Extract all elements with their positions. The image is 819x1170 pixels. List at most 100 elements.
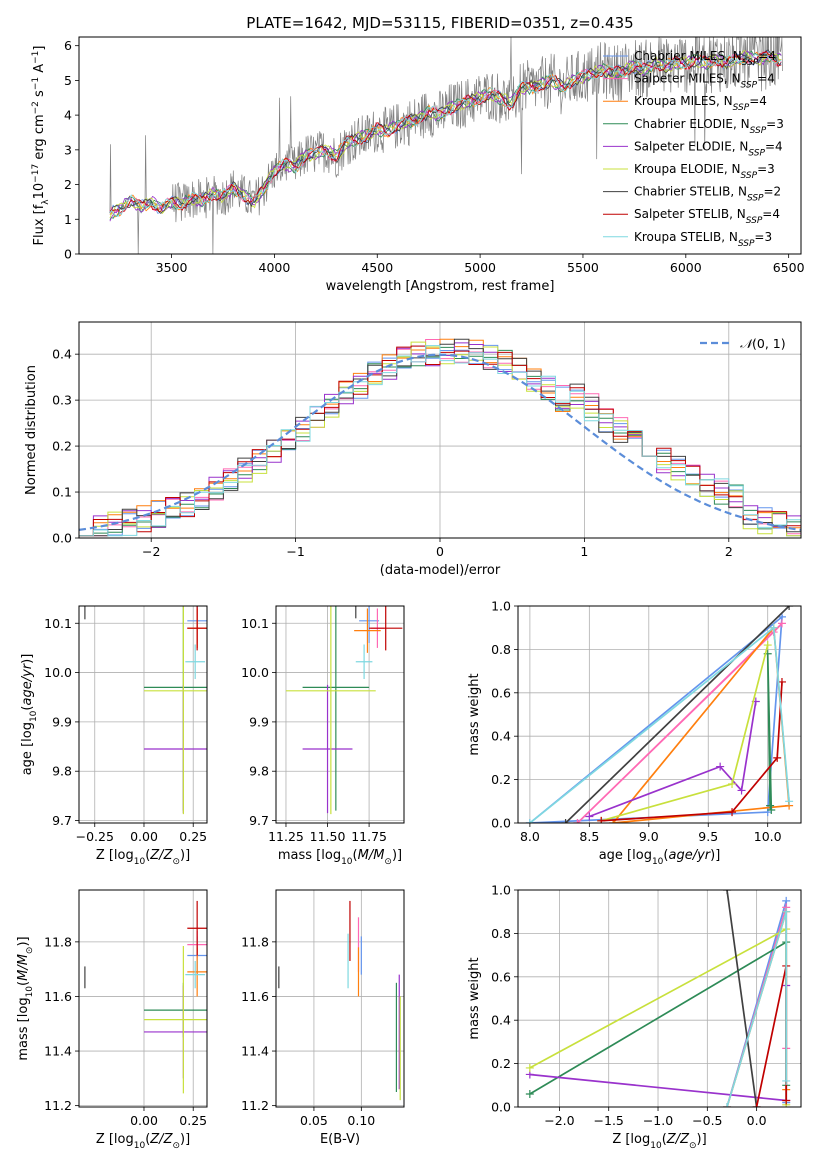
weight-marker — [767, 805, 776, 814]
label-part: Chabrier STELIB, N — [634, 185, 747, 199]
x-tick-label: 0.0 — [747, 1113, 767, 1128]
legend-label: Kroupa STELIB, NSSP=3 — [634, 230, 772, 249]
y-tick-label: 9.8 — [52, 764, 72, 779]
label-part: Salpeter STELIB, N — [634, 207, 746, 221]
label-part: SSP — [741, 171, 758, 181]
plot-area — [525, 890, 791, 1107]
weight-line-salpeter-elodie — [585, 697, 760, 821]
label-part: ( — [20, 706, 35, 711]
x-tick-label: −1 — [286, 544, 304, 559]
label-part: −1 — [31, 77, 41, 90]
label-part: SSP — [741, 81, 758, 91]
label-part: ⊙ — [172, 857, 180, 867]
weight-marker — [525, 1089, 534, 1098]
label-part: SSP — [742, 58, 759, 68]
y-tick-label: 0.8 — [491, 926, 511, 941]
weight-line — [565, 606, 790, 823]
label-part: ( — [145, 1132, 150, 1147]
errorbar-chabrier-stelib — [355, 606, 357, 619]
label-part: ( — [16, 981, 31, 986]
errorbar-kroupa-stelib — [185, 960, 206, 989]
label-part: Chabrier MILES, N — [634, 49, 742, 63]
panel-mass-vs-ebv: 0.05 0.10 11.2 11.4 11.6 11.8 E(B-V) — [241, 889, 405, 1147]
errorbar-kroupa-elodie — [285, 606, 376, 815]
y-tick-label: 11.8 — [44, 934, 72, 949]
weight-line — [726, 890, 758, 1107]
label-part: λ — [41, 199, 51, 205]
legend-label: Chabrier MILES, NSSP=4 — [634, 49, 776, 68]
label-part: 10 — [25, 986, 35, 998]
x-axis-label: age [log10(age/yr)] — [599, 848, 721, 867]
axes-frame: −2.0 −1.5 −1.0 −0.5 0.0 0.0 0.2 0.4 0.6 0.8 1.0 Z [… — [467, 883, 802, 1151]
legend-label: Salpeter STELIB, NSSP=4 — [634, 207, 780, 226]
weight-marker — [716, 762, 725, 771]
y-tick-label: 9.9 — [249, 714, 269, 729]
errorbar-kroupa-miles — [354, 608, 381, 653]
x-axis-label: Z [log10(Z/Z⊙)] — [96, 1132, 190, 1151]
weight-line-chabrier-elodie — [763, 649, 776, 814]
panel-weight-vs-age: 8.0 8.5 9.0 9.5 10.0 0.0 0.2 0.4 0.6 0.8 1.0 age [l… — [467, 599, 802, 867]
weight-marker — [737, 786, 746, 795]
plot-area — [285, 606, 403, 815]
weight-line-kroupa-stelib — [525, 623, 794, 823]
weight-marker — [573, 819, 582, 823]
x-axis-label: Z [log10(Z/Z⊙)] — [96, 848, 190, 867]
y-tick-label: 10.0 — [241, 665, 269, 680]
label-part: Z/Z — [666, 1132, 690, 1147]
y-tick-label: 0.4 — [491, 729, 511, 744]
y-tick-label: 9.7 — [249, 813, 269, 828]
weight-marker — [782, 1076, 791, 1085]
label-part: SSP — [733, 103, 750, 113]
label-part: Salpeter MILES, N — [634, 72, 741, 86]
label-part: =4 — [758, 49, 776, 63]
label-part: )] — [16, 936, 31, 946]
axes-border — [78, 889, 208, 1108]
y-tick-label: 9.7 — [52, 813, 72, 828]
label-part: ⊙ — [172, 1141, 180, 1151]
x-tick-label: 9.5 — [698, 829, 718, 844]
label-part: 10 — [29, 710, 39, 722]
y-tick-label: 4 — [64, 108, 72, 123]
errorbar-salpeter-stelib — [369, 606, 403, 651]
x-axis-label: mass [log10(M/M⊙)] — [278, 848, 402, 867]
grid-lines — [276, 606, 404, 823]
weight-marker — [782, 907, 791, 916]
errorbar-salpeter-elodie — [302, 684, 353, 814]
label-part: −2 — [31, 101, 41, 114]
x-tick-label: 0.25 — [179, 1113, 207, 1128]
axes-frame: 3500 4000 4500 5000 5500 6000 6500 0 1 2 3 4 5 6 wavel… — [31, 36, 805, 294]
label-part: )] — [180, 1132, 190, 1147]
label-part: )] — [20, 654, 35, 664]
y-tick-label: 9.8 — [249, 764, 269, 779]
y-tick-label: 11.6 — [241, 989, 269, 1004]
y-axis-label: Flux [fλ10−17 erg cm−2 s−1 A−1] — [31, 46, 51, 246]
errorbar-salpeter-stelib — [187, 606, 207, 651]
axes-frame: 11.25 11.50 11.75 9.7 9.8 9.9 10.0 10.1 mass [lo… — [241, 605, 405, 867]
y-tick-label: 0.3 — [52, 393, 72, 408]
label-part: 10 — [134, 857, 146, 867]
plot-area — [278, 900, 401, 1101]
legend: 𝒩(0, 1) — [700, 336, 786, 351]
normal-distribution-line — [79, 353, 801, 531]
y-tick-label: 3 — [64, 142, 72, 157]
x-tick-label: 8.0 — [520, 829, 540, 844]
label-part: )] — [710, 848, 720, 863]
legend-label: Chabrier ELODIE, NSSP=3 — [634, 117, 784, 136]
y-tick-label: 11.4 — [44, 1044, 72, 1059]
label-part: Z [log — [612, 1132, 650, 1147]
weight-line — [576, 622, 783, 823]
label-part: )] — [180, 848, 190, 863]
axes-border — [78, 36, 802, 255]
weight-line — [601, 681, 783, 822]
x-tick-label: −1.0 — [643, 1113, 673, 1128]
label-part: SSP — [747, 194, 764, 204]
panel-age-vs-mass: 11.25 11.50 11.75 9.7 9.8 9.9 10.0 10.1 mass [lo… — [241, 605, 405, 867]
plot-area — [109, 37, 783, 254]
axes-border — [275, 605, 405, 824]
label-part: M/M — [358, 848, 385, 863]
y-tick-label: 0.8 — [491, 642, 511, 657]
errorbar-kroupa-elodie — [143, 606, 207, 815]
y-axis-label: age [log10(age/yr)] — [20, 654, 39, 776]
